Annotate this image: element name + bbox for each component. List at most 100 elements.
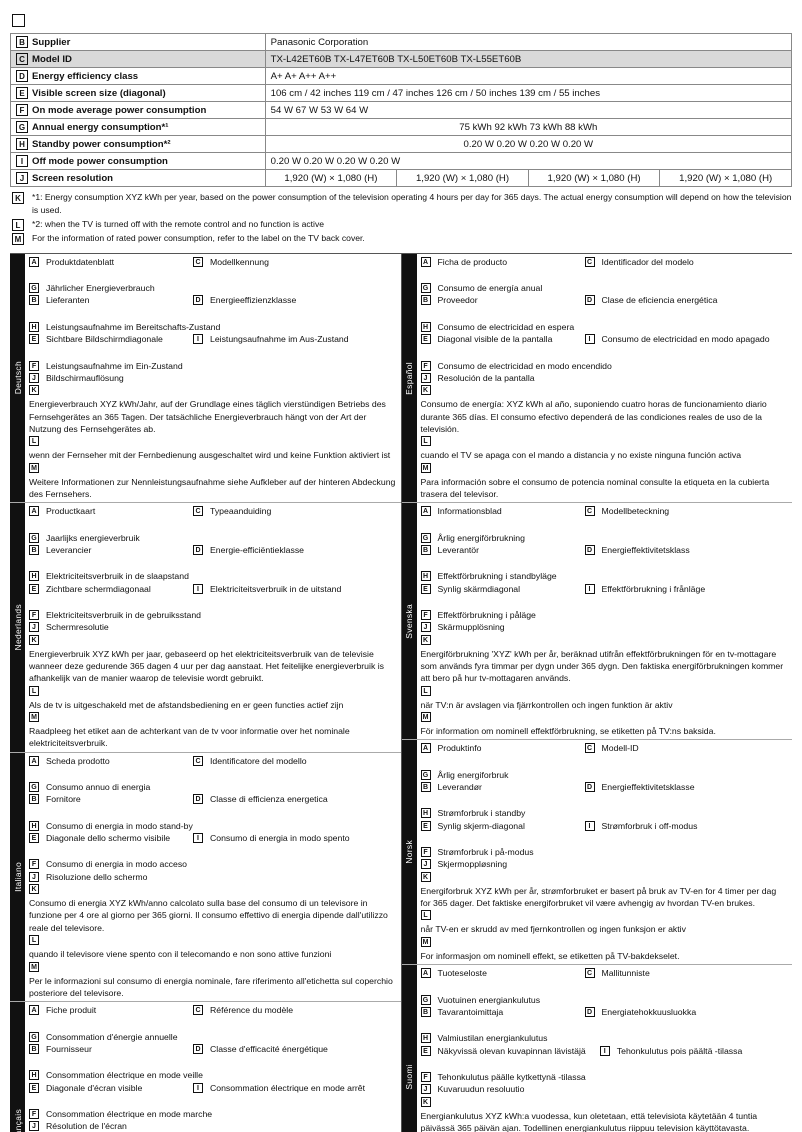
row-icon-i: I <box>193 334 203 344</box>
row-icon-i: I <box>193 584 203 594</box>
glossary-item: J Skjermoppløsning <box>421 858 571 870</box>
glossary-item: M Weitere Informationen zur Nennleistungs… <box>29 462 397 501</box>
row-icon-h: H <box>421 808 431 818</box>
row-icon-f: F <box>29 610 39 620</box>
row-icon-i: I <box>193 1083 203 1093</box>
glossary-item: M Raadpleeg het etiket aan de achterkant … <box>29 711 397 750</box>
glossary-item: A Tuoteseloste <box>421 967 571 979</box>
language-block-nederlands: Nederlands A Productkaart C Typeaanduiding G J… <box>10 503 401 752</box>
row-icon-b: B <box>29 295 39 305</box>
glossary-item: K Energieverbruik XYZ kWh per jaar, gebas… <box>29 634 397 685</box>
glossary-item: G Consommation d'énergie annuelle <box>29 1031 179 1043</box>
row-icon-b: B <box>29 1044 39 1054</box>
glossary-item: G Jaarlijks energieverbruik <box>29 532 179 544</box>
row-icon-g: G <box>29 533 39 543</box>
row-icon-b: B <box>16 36 28 48</box>
row-icon-b: B <box>421 1007 431 1017</box>
row-icon-l: L <box>421 686 431 696</box>
glossary-item: F Tehonkulutus päälle kytkettynä -tilassa <box>421 1071 586 1083</box>
glossary-item: B Proveedor <box>421 294 571 306</box>
glossary-item: K Energiankulutus XYZ kWh:a vuodessa, kun… <box>421 1096 789 1132</box>
row-icon-e: E <box>29 833 39 843</box>
row-icon-c: C <box>585 968 595 978</box>
row-icon-m: M <box>29 712 39 722</box>
row-icon-f: F <box>29 361 39 371</box>
glossary-item: K Energiförbrukning 'XYZ' kWh per år, ber… <box>421 634 789 685</box>
row-icon-f: F <box>16 104 28 116</box>
glossary-item: J Risoluzione dello schermo <box>29 871 179 883</box>
row-icon-k: K <box>29 385 39 395</box>
glossary-item: K Consumo di energia XYZ kWh/anno calcola… <box>29 883 397 934</box>
glossary-item: J Resolución de la pantalla <box>421 372 571 384</box>
title-icon <box>12 14 25 27</box>
row-icon-c: C <box>193 257 203 267</box>
row-icon-d: D <box>193 545 203 555</box>
glossary-item: E Näkyvissä olevan kuvapinnan lävistäjä <box>421 1045 586 1057</box>
row-icon-g: G <box>421 283 431 293</box>
row-icon-b: B <box>421 295 431 305</box>
glossary-item: I Tehonkulutus pois päältä -tilassa <box>600 1045 750 1057</box>
glossary-item: E Diagonal visible de la pantalla <box>421 333 571 345</box>
glossary-item: C Référence du modèle <box>193 1004 343 1016</box>
glossary-item: H Elektriciteitsverbruik in de slaapstand <box>29 570 189 582</box>
glossary-item: I Leistungsaufnahme im Aus-Zustand <box>193 333 349 345</box>
language-label-nederlands: Nederlands <box>10 503 25 751</box>
row-icon-m: M <box>421 463 431 473</box>
table-row: D Energy efficiency class A+ A+ A++ A++ <box>11 68 792 85</box>
row-icon-a: A <box>29 257 39 267</box>
row-icon-e: E <box>421 584 431 594</box>
row-icon-h: H <box>421 322 431 332</box>
row-icon-m: M <box>421 937 431 947</box>
row-icon-j: J <box>29 622 39 632</box>
glossary-item: K Energieverbrauch XYZ kWh/Jahr, auf der … <box>29 384 397 435</box>
glossary-item: D Energieffektivitetsklass <box>585 544 735 556</box>
row-icon-l: L <box>29 935 39 945</box>
language-block-svenska: Svenska A Informationsblad C Modellbetecknin… <box>402 503 793 740</box>
row-icon-c: C <box>16 53 28 65</box>
footnote-item: L *2: when the TV is turned off with the … <box>12 218 792 231</box>
glossary-item: B Lieferanten <box>29 294 179 306</box>
row-icon-l: L <box>29 436 39 446</box>
row-icon-a: A <box>29 1005 39 1015</box>
glossary-item: C Identificador del modelo <box>585 256 735 268</box>
row-icon-h: H <box>29 1070 39 1080</box>
row-icon-i: I <box>600 1046 610 1056</box>
glossary-item: E Synlig skärmdiagonal <box>421 583 571 595</box>
row-icon-k: K <box>12 192 24 204</box>
row-icon-f: F <box>29 1109 39 1119</box>
row-icon-j: J <box>421 622 431 632</box>
spec-table: B Supplier Panasonic Corporation C Model ID T… <box>10 33 792 187</box>
row-icon-d: D <box>585 1007 595 1017</box>
glossary-item: A Productkaart <box>29 505 179 517</box>
glossary-item: G Vuotuinen energiankulutus <box>421 994 571 1006</box>
glossary-item: J Bildschirmauflösung <box>29 372 179 384</box>
glossary-item: I Consommation électrique en mode arrêt <box>193 1082 365 1094</box>
row-icon-e: E <box>421 1046 431 1056</box>
row-icon-e: E <box>29 334 39 344</box>
row-icon-a: A <box>421 968 431 978</box>
row-icon-i: I <box>585 584 595 594</box>
glossary-item: D Energiatehokkuusluokka <box>585 1006 735 1018</box>
glossary-item: D Classe d'efficacité énergétique <box>193 1043 343 1055</box>
glossary-item: B Tavarantoimittaja <box>421 1006 571 1018</box>
page-title <box>12 14 792 27</box>
row-icon-j: J <box>421 373 431 383</box>
table-row: H Standby power consumption*² 0.20 W 0.20 … <box>11 136 792 153</box>
row-icon-a: A <box>29 756 39 766</box>
row-icon-b: B <box>421 545 431 555</box>
row-icon-a: A <box>29 506 39 516</box>
glossary-item: K Consumo de energía: XYZ kWh al año, sup… <box>421 384 789 435</box>
row-icon-j: J <box>29 373 39 383</box>
glossary-item: J Kuvaruudun resoluutio <box>421 1083 571 1095</box>
glossary-item: E Synlig skjerm-diagonal <box>421 820 571 832</box>
row-icon-e: E <box>29 584 39 594</box>
glossary-item: H Consommation électrique en mode veille <box>29 1069 203 1081</box>
row-icon-e: E <box>29 1083 39 1093</box>
row-icon-h: H <box>421 1033 431 1043</box>
row-icon-f: F <box>421 1072 431 1082</box>
row-icon-f: F <box>421 610 431 620</box>
